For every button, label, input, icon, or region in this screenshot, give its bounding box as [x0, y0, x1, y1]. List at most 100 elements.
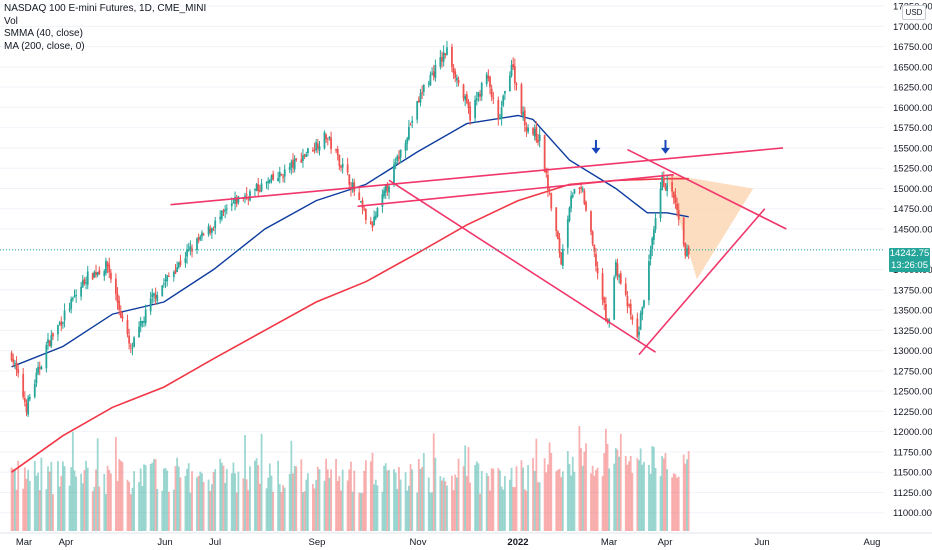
trendlines[interactable]	[170, 147, 787, 356]
volume-bar	[283, 487, 286, 531]
volume-bar	[318, 469, 321, 531]
volume-bar	[455, 477, 458, 531]
volume-bar	[462, 466, 465, 531]
candle-body	[38, 367, 41, 369]
volume-bar	[179, 477, 182, 531]
candle-body	[71, 298, 74, 300]
price-tick-label: 11500.00	[893, 468, 932, 479]
candle-body	[290, 162, 293, 168]
price-tick-label: 13000.00	[893, 346, 932, 357]
candle-body	[666, 183, 669, 192]
candle-body	[497, 100, 500, 120]
volume-bar	[439, 476, 442, 531]
volume-bar	[492, 468, 495, 531]
candle-body	[267, 180, 270, 183]
symbol-title[interactable]: NASDAQ 100 E-mini Futures, 1D, CME_MINI	[4, 3, 207, 14]
price-tick-label: 12250.00	[893, 407, 932, 418]
volume-bar	[581, 465, 584, 531]
candle-body	[62, 322, 64, 324]
candle-body	[212, 229, 215, 231]
candle-body	[374, 215, 377, 219]
volume-indicator-label[interactable]: Vol	[4, 15, 18, 27]
volume-bar	[265, 488, 268, 531]
candle-body	[477, 92, 480, 97]
moving-averages	[11, 114, 689, 473]
volume-bar	[106, 465, 109, 531]
candle-body	[404, 143, 407, 151]
volume-bar	[543, 458, 546, 531]
smma-indicator-label[interactable]: SMMA (40, close)	[4, 28, 83, 39]
candle-body	[676, 203, 678, 210]
candle-body	[485, 74, 488, 85]
volume-bar	[578, 426, 581, 531]
volume-bar	[336, 480, 339, 531]
candle-body	[75, 294, 78, 296]
candle-body	[654, 217, 657, 230]
candle-body	[351, 182, 354, 189]
candle-body	[116, 294, 119, 303]
volume-bar	[267, 477, 270, 531]
volume-bar	[268, 463, 271, 531]
candle-body	[590, 211, 592, 232]
volume-bar	[452, 490, 455, 531]
volume-bar	[335, 458, 337, 531]
candle-body	[578, 187, 581, 189]
candle-body	[260, 183, 263, 192]
candle-body	[288, 167, 291, 170]
candle-body	[225, 208, 228, 210]
candle-body	[671, 182, 674, 192]
volume-bar	[199, 471, 202, 531]
candle-body	[398, 156, 400, 160]
volume-bar	[686, 459, 688, 531]
volume-bar	[558, 468, 561, 531]
volume-bar	[396, 489, 399, 531]
volume-bar	[651, 446, 654, 531]
volume-bar	[358, 492, 361, 531]
volume-bar	[45, 489, 48, 531]
volume-bar	[510, 467, 513, 531]
volume-bar	[388, 469, 390, 531]
candle-body	[659, 188, 662, 219]
candle-body	[144, 309, 147, 324]
candle-body	[664, 186, 667, 190]
candle-body	[489, 76, 491, 88]
candle-body	[325, 134, 328, 140]
time-tick-label: Apr	[658, 537, 673, 548]
candle-body	[595, 253, 597, 267]
candle-body	[95, 271, 97, 275]
candle-body	[57, 324, 59, 335]
candle-body	[662, 177, 665, 188]
candle-body	[167, 275, 170, 277]
currency-badge[interactable]: USD	[902, 5, 926, 20]
volume-bar	[292, 473, 294, 531]
triangle-pattern	[665, 173, 754, 280]
candle-body	[108, 264, 111, 273]
volume-bar	[272, 491, 275, 531]
candle-body	[177, 262, 180, 268]
candle-body	[335, 148, 337, 151]
volume-bar	[325, 458, 328, 531]
candle-body	[407, 126, 410, 140]
volume-bar	[626, 464, 629, 531]
volume-bar	[98, 486, 101, 531]
candle-body	[643, 300, 645, 308]
candle-body	[636, 318, 639, 337]
price-tick-label: 13500.00	[893, 306, 932, 317]
volume-bar	[12, 469, 15, 531]
volume-bar	[648, 464, 650, 531]
ma-indicator-label[interactable]: MA (200, close, 0)	[4, 40, 85, 52]
candle-body	[522, 111, 525, 117]
time-axis[interactable]: Mar Apr Jun Jul Sep Nov 2022 Mar Apr Jun Aug	[0, 532, 932, 548]
candle-body	[581, 188, 584, 191]
candle-body	[63, 310, 66, 321]
candle-body	[172, 271, 175, 277]
volume-bar	[533, 470, 536, 531]
candle-body	[464, 96, 467, 100]
candle-body	[338, 154, 341, 167]
volume-bar	[202, 481, 205, 531]
candle-body	[23, 398, 26, 403]
candle-body	[15, 362, 18, 371]
candle-body	[421, 92, 424, 94]
volume-bar	[606, 443, 609, 531]
